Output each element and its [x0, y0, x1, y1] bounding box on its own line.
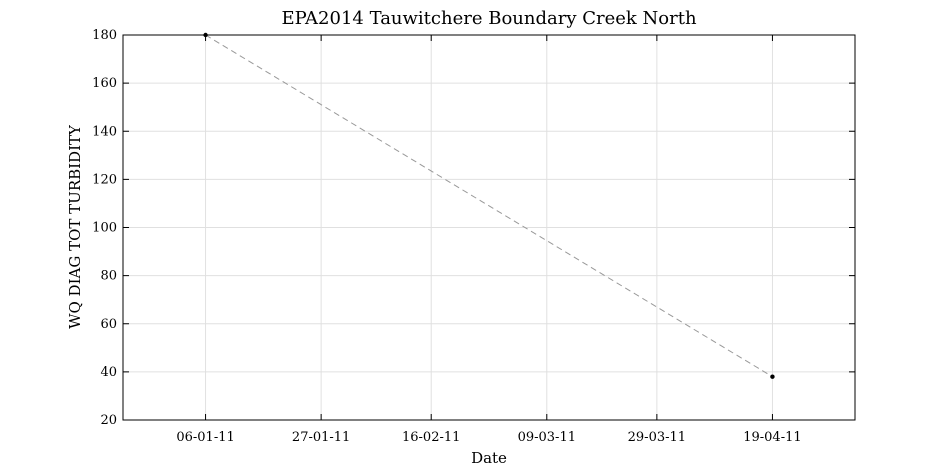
y-tick-label: 160: [92, 76, 117, 91]
series-line: [205, 34, 773, 378]
y-tick-label: 20: [100, 413, 117, 428]
y-axis: 20 40 60 80 100 120 140 160 180: [92, 28, 855, 428]
x-tick-label: 06-01-11: [176, 430, 234, 445]
y-tick-label: 180: [92, 28, 117, 43]
x-tick-label: 19-04-11: [743, 430, 801, 445]
x-axis-label: Date: [471, 449, 507, 467]
grid: [123, 34, 855, 421]
x-tick-label: 09-03-11: [518, 430, 576, 445]
y-tick-label: 100: [92, 221, 117, 236]
series-layer: [203, 32, 775, 379]
x-tick-label: 27-01-11: [292, 430, 350, 445]
chart-title: EPA2014 Tauwitchere Boundary Creek North: [281, 8, 696, 29]
y-tick-label: 40: [100, 365, 117, 380]
x-axis: 06-01-11 27-01-11 16-02-11 09-03-11 29-03-11…: [176, 35, 802, 445]
y-tick-label: 120: [92, 172, 117, 187]
y-tick-label: 80: [100, 269, 117, 284]
y-tick-label: 140: [92, 124, 117, 139]
y-axis-label: WQ DIAG TOT TURBIDITY: [66, 124, 84, 329]
x-tick-label: 29-03-11: [628, 430, 686, 445]
x-tick-label: 16-02-11: [402, 430, 460, 445]
y-tick-label: 60: [100, 317, 117, 332]
data-point: [770, 374, 775, 379]
